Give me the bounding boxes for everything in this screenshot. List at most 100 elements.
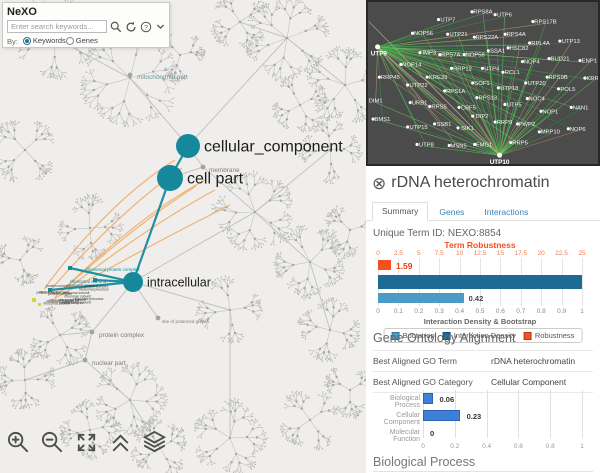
help-icon[interactable]: ?: [140, 21, 152, 33]
svg-text:IMP3: IMP3: [423, 51, 437, 57]
svg-text:SIK1: SIK1: [461, 126, 474, 132]
svg-text:ribosomal subunit: ribosomal subunit: [63, 291, 90, 295]
detail-header: ⊗ rDNA heterochromatin: [372, 174, 550, 192]
svg-text:UTP8: UTP8: [419, 142, 434, 148]
svg-text:BUD21: BUD21: [551, 57, 570, 63]
svg-text:RPS9B: RPS9B: [549, 75, 568, 81]
svg-text:site of polarized growth: site of polarized growth: [162, 319, 210, 324]
svg-text:RPL4A: RPL4A: [531, 41, 550, 47]
svg-text:EMG1: EMG1: [476, 142, 493, 148]
refresh-icon[interactable]: [125, 21, 137, 33]
gene-nodes[interactable]: RPS8A UTP6 UTP7 RPS17B NOP56 UTP21 RPS22A RPS4A…: [366, 10, 600, 166]
svg-text:UTP20: UTP20: [528, 81, 547, 87]
svg-text:NOC4: NOC4: [529, 97, 546, 103]
robustness-chart-title: Term Robustness: [444, 240, 516, 250]
ontology-node-small[interactable]: protein complex: [89, 329, 145, 339]
bar-robustness: [378, 260, 391, 270]
svg-text:ribosomal precursor: ribosomal precursor: [49, 299, 80, 303]
ontology-node-major[interactable]: cell part: [157, 165, 244, 191]
svg-text:POL5: POL5: [560, 87, 575, 93]
zoom-in-icon[interactable]: [6, 430, 31, 460]
svg-text:RRP45: RRP45: [381, 75, 400, 81]
svg-text:UTP6: UTP6: [497, 13, 512, 19]
unique-term-id: Unique Term ID: NEXO:8854: [373, 228, 502, 239]
fit-to-screen-icon[interactable]: [74, 430, 99, 460]
zoom-out-icon[interactable]: [40, 430, 65, 460]
by-label: By:: [7, 36, 18, 46]
svg-text:RRP5: RRP5: [512, 140, 528, 146]
svg-text:BMS1: BMS1: [375, 117, 391, 123]
viewport-controls: [6, 430, 167, 460]
collapse-chevron-icon[interactable]: [155, 21, 166, 33]
tab-genes[interactable]: Genes: [439, 207, 465, 217]
svg-text:RPS1A: RPS1A: [446, 89, 465, 95]
close-icon[interactable]: ⊗: [372, 173, 387, 193]
svg-text:CBF5: CBF5: [461, 105, 476, 111]
svg-text:ribosomal precursor: ribosomal precursor: [79, 287, 110, 291]
tab-interactions[interactable]: Interactions: [484, 207, 529, 217]
svg-text:protein complex: protein complex: [46, 284, 70, 288]
svg-text:NOP1: NOP1: [542, 109, 558, 115]
search-mode-radio-group: Keywords Genes: [22, 36, 98, 47]
svg-text:NOP6: NOP6: [570, 127, 586, 133]
svg-text:DIP2: DIP2: [476, 114, 489, 120]
svg-text:ribosomal subunit: ribosomal subunit: [64, 300, 91, 304]
svg-text:DIM1: DIM1: [369, 99, 383, 105]
go-alignment-table: Best Aligned GO Term rDNA heterochromatin…: [373, 350, 593, 393]
svg-text:UTP18: UTP18: [500, 86, 518, 92]
ontology-node-major[interactable]: cellular_component: [176, 134, 343, 158]
svg-text:?: ?: [144, 24, 148, 31]
bottom-axis-label: Interaction Density & Bootstrap: [423, 317, 537, 326]
radio-genes[interactable]: Genes: [65, 36, 98, 45]
svg-text:mitochondrial part: mitochondrial part: [137, 74, 188, 81]
bar-value-label: 0.42: [468, 294, 484, 303]
go-category-bar: [423, 410, 460, 421]
go-category-value: 0.06: [439, 395, 455, 404]
search-input[interactable]: [7, 20, 107, 33]
svg-text:RPS8A: RPS8A: [473, 10, 492, 16]
svg-text:RPS17B: RPS17B: [534, 19, 557, 25]
svg-text:URB1: URB1: [412, 100, 428, 106]
ontology-node-small[interactable]: site of polarized growth: [155, 315, 210, 324]
go-category-value: 0: [430, 429, 435, 438]
go-category-label: Molecular Function: [389, 429, 420, 443]
ontology-node-major[interactable]: intracellular: [123, 272, 211, 292]
detail-tabs: Summary Genes Interactions: [366, 202, 600, 221]
svg-text:ENP1: ENP1: [582, 59, 597, 65]
svg-text:RRP9: RRP9: [497, 120, 513, 126]
svg-text:UTP15: UTP15: [409, 125, 427, 131]
svg-text:MSN5: MSN5: [450, 143, 466, 149]
ontology-node-small[interactable]: membrane: [200, 164, 240, 174]
ontology-node-small[interactable]: mitochondrial part: [127, 72, 188, 81]
bar-value-label: 1.59: [395, 261, 413, 271]
svg-text:RCL1: RCL1: [505, 70, 520, 76]
svg-text:ribosomal precursor: ribosomal precursor: [39, 291, 70, 295]
raise-level-icon[interactable]: [108, 430, 133, 460]
go-category-chart: 0 0.2 0.4 0.6 0.8 1 Biological Process 0.06 Cell…: [366, 386, 600, 454]
gene-network-panel[interactable]: RPS8A UTP6 UTP7 RPS17B NOP56 UTP21 RPS22A RPS4A…: [366, 0, 600, 166]
ontology-node-small[interactable]: nuclear part: [82, 357, 126, 367]
bar-interaction-density: [378, 275, 582, 289]
tab-summary[interactable]: Summary: [372, 202, 429, 221]
svg-text:UTP21: UTP21: [450, 32, 468, 38]
radio-keywords[interactable]: Keywords: [22, 36, 66, 45]
term-detail-panel: ⊗ rDNA heterochromatin Summary Genes Inter…: [366, 166, 600, 473]
svg-text:ribosomal subunit: ribosomal subunit: [46, 300, 73, 304]
svg-text:RPS13: RPS13: [479, 96, 498, 102]
term-title: rDNA heterochromatin: [391, 174, 550, 191]
svg-text:cell part: cell part: [187, 171, 244, 188]
search-icon[interactable]: [110, 21, 122, 33]
robustness-chart: Term Robustness 0 2.5 5 7.5 10 12.5 15 17.5 20 22.…: [366, 238, 600, 343]
svg-text:ribosomal subunit: ribosomal subunit: [59, 298, 86, 302]
svg-text:KRE33: KRE33: [429, 75, 448, 81]
svg-text:ribosomal subunit: ribosomal subunit: [70, 279, 107, 284]
gene-edges: [368, 13, 595, 156]
go-alignment-heading: Gene Ontology Alignment: [373, 331, 516, 345]
svg-text:ribosomal protein complex: ribosomal protein complex: [86, 267, 140, 272]
layers-icon[interactable]: [142, 430, 167, 460]
go-category-label: Biological Process: [390, 395, 420, 409]
